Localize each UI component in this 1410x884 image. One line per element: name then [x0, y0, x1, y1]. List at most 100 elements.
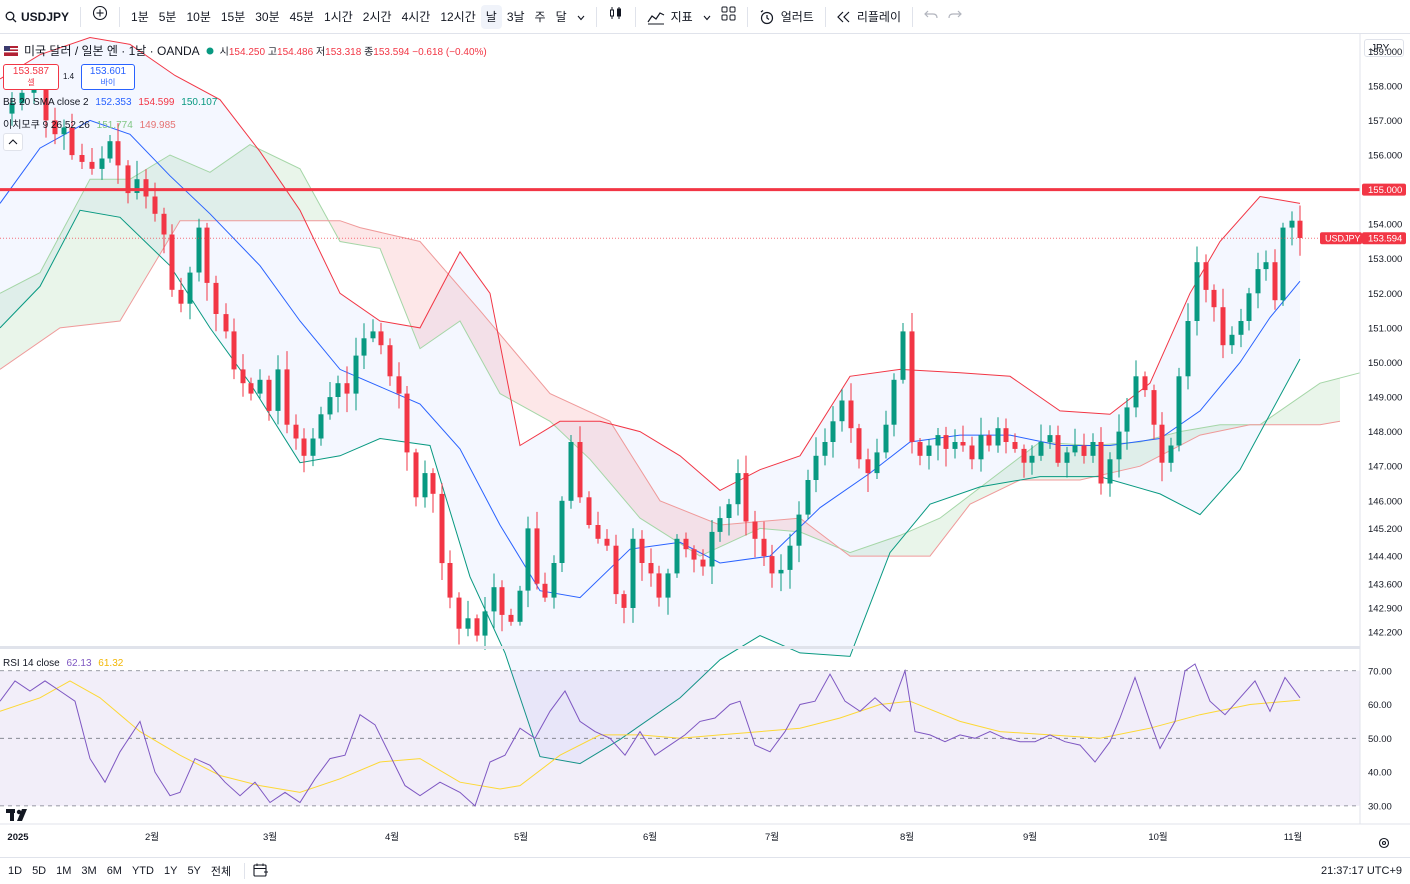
ichimoku-cloud-segment — [516, 353, 518, 403]
ichimoku-cloud-segment — [940, 517, 942, 544]
ichimoku-cloud-segment — [1008, 465, 1010, 486]
indicators-dropdown[interactable] — [698, 5, 716, 29]
sell-button[interactable]: 153.587 셀 — [3, 64, 59, 90]
clock[interactable]: 21:37:17 UTC+9 — [1321, 865, 1402, 877]
candle-body — [397, 376, 402, 393]
candle-body — [684, 539, 689, 549]
indicators-button[interactable]: 지표 — [642, 5, 698, 29]
interval-2[interactable]: 10분 — [181, 5, 215, 29]
candle-body — [170, 235, 175, 290]
candle-style-button[interactable] — [603, 5, 629, 29]
ichimoku-cloud-segment — [1004, 468, 1006, 488]
candle-body — [640, 539, 645, 563]
redo-button[interactable] — [943, 5, 967, 29]
ichimoku-cloud-segment — [770, 521, 772, 530]
ichimoku-cloud-segment — [750, 522, 752, 533]
range-7[interactable]: 5Y — [182, 865, 205, 877]
interval-4[interactable]: 30분 — [250, 5, 284, 29]
ichimoku-cloud-segment — [946, 512, 948, 535]
candle-body — [987, 435, 992, 445]
range-5[interactable]: YTD — [127, 865, 159, 877]
currency-button[interactable]: JPY — [1364, 39, 1404, 57]
ichimoku-cloud-segment — [636, 463, 638, 516]
interval-6[interactable]: 1시간 — [319, 5, 358, 29]
candle-body — [179, 290, 184, 304]
rsi-legend[interactable]: RSI 14 close 62.13 61.32 — [3, 658, 123, 669]
interval-11[interactable]: 3날 — [502, 5, 530, 29]
ichimoku-cloud-segment — [436, 260, 438, 338]
interval-7[interactable]: 2시간 — [358, 5, 397, 29]
interval-0[interactable]: 1분 — [126, 5, 154, 29]
chart-area[interactable]: 159.000158.000157.000156.000155.000154.0… — [0, 34, 1410, 856]
ichimoku-cloud-segment — [950, 509, 952, 530]
ichimoku-cloud-segment — [14, 285, 16, 360]
separator — [80, 7, 81, 27]
ichimoku-cloud-segment — [198, 167, 200, 221]
ichimoku-cloud-segment — [538, 379, 540, 415]
settings-button[interactable] — [1378, 836, 1390, 854]
range-0[interactable]: 1D — [3, 865, 27, 877]
ichimoku-cloud-segment — [406, 238, 408, 318]
interval-dropdown[interactable] — [572, 5, 590, 29]
price-tick-label: 147.000 — [1368, 462, 1402, 473]
rsi-tick-label: 70.00 — [1368, 666, 1392, 677]
ichimoku-cloud-segment — [768, 521, 770, 530]
rsi-tick-label: 50.00 — [1368, 734, 1392, 745]
ichimoku-cloud-segment — [1284, 407, 1286, 425]
interval-9[interactable]: 12시간 — [435, 5, 480, 29]
ichimoku-cloud-segment — [542, 384, 544, 418]
buy-label: 바이 — [82, 77, 134, 88]
rewind-icon — [837, 11, 851, 23]
ichimoku-cloud-segment — [612, 424, 614, 487]
candle-body — [666, 573, 671, 597]
ichimoku-cloud-segment — [490, 323, 492, 380]
range-3[interactable]: 3M — [76, 865, 101, 877]
ichimoku-cloud-segment — [1096, 445, 1098, 476]
ichimoku-cloud-segment — [640, 469, 642, 519]
pane-separator[interactable] — [0, 646, 1360, 649]
ichimoku-cloud-segment — [706, 519, 708, 553]
sell-price: 153.587 — [4, 66, 58, 77]
bb-legend[interactable]: BB 20 SMA close 2 152.353 154.599 150.10… — [3, 97, 217, 108]
ichimoku-cloud-segment — [88, 179, 90, 325]
interval-10[interactable]: 날 — [481, 5, 502, 29]
range-2[interactable]: 1M — [51, 865, 76, 877]
collapse-legend-button[interactable] — [3, 133, 23, 151]
ichimoku-cloud-segment — [202, 169, 204, 221]
range-6[interactable]: 1Y — [159, 865, 182, 877]
interval-3[interactable]: 15분 — [216, 5, 250, 29]
price-chart[interactable]: 159.000158.000157.000156.000155.000154.0… — [0, 34, 1410, 856]
undo-button[interactable] — [919, 5, 943, 29]
ichimoku-cloud-segment — [876, 543, 878, 556]
ichimoku-cloud-segment — [1114, 444, 1116, 473]
interval-13[interactable]: 달 — [551, 5, 572, 29]
layouts-button[interactable] — [716, 5, 741, 29]
interval-1[interactable]: 5분 — [154, 5, 182, 29]
ichimoku-legend[interactable]: 이치모쿠 9 26 52 26 151.774 149.985 — [3, 116, 176, 131]
ichimoku-cloud-segment — [1336, 379, 1338, 422]
ichimoku-cloud-segment — [492, 325, 494, 383]
ichimoku-cloud-segment — [1332, 380, 1334, 423]
range-1[interactable]: 5D — [27, 865, 51, 877]
range-4[interactable]: 6M — [102, 865, 127, 877]
symbol-search[interactable]: USDJPY — [0, 5, 74, 29]
time-label: 8월 — [900, 831, 914, 843]
ichimoku-cloud-segment — [558, 397, 560, 431]
candle-body — [614, 546, 619, 594]
range-8[interactable]: 전체 — [206, 863, 236, 879]
compare-button[interactable] — [87, 5, 113, 29]
instrument-title[interactable]: 미국 달러 / 일본 엔 · 1날 · OANDA — [24, 42, 200, 59]
interval-12[interactable]: 주 — [530, 5, 551, 29]
tradingview-logo[interactable] — [6, 807, 32, 828]
alert-button[interactable]: 얼러트 — [754, 5, 819, 29]
replay-button[interactable]: 리플레이 — [832, 5, 906, 29]
interval-8[interactable]: 4시간 — [397, 5, 436, 29]
ichimoku-cloud-segment — [476, 306, 478, 354]
ichimoku-cloud-segment — [734, 524, 736, 541]
high-label: 고 — [268, 47, 277, 58]
date-range-button[interactable] — [253, 863, 269, 880]
interval-5[interactable]: 45분 — [285, 5, 319, 29]
buy-button[interactable]: 153.601 바이 — [81, 64, 135, 90]
ichimoku-cloud-segment — [742, 523, 744, 537]
